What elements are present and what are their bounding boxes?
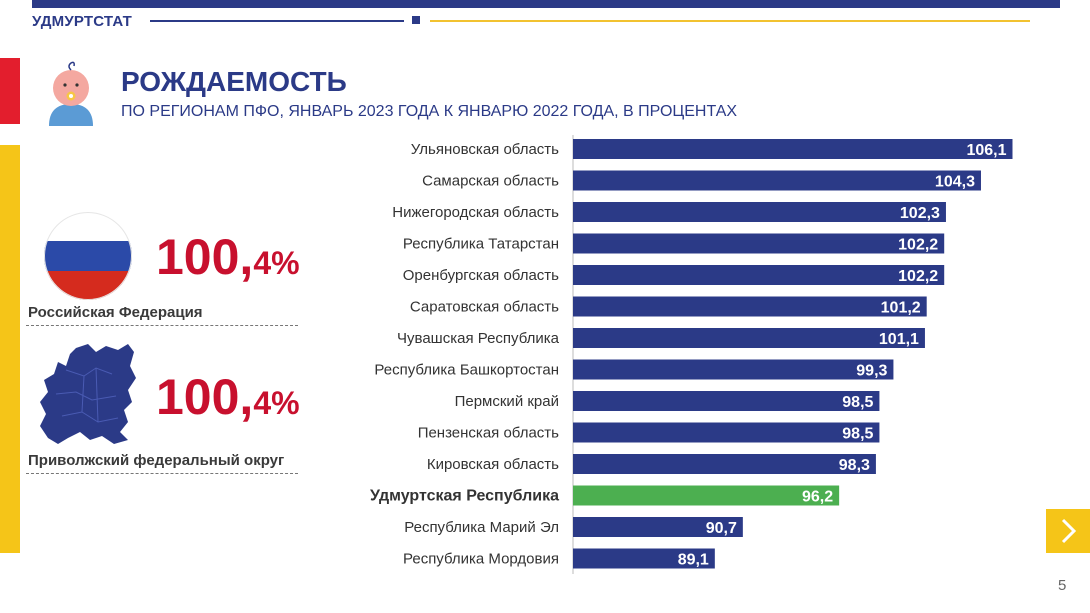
top-band [32,0,1060,8]
value-label: 89,1 [678,552,709,569]
category-label: Кировская область [427,456,559,473]
value-label: 106,1 [966,142,1006,159]
bar [573,233,945,254]
bar [573,391,880,411]
header-line-blue [150,20,404,22]
category-label: Республика Татарстан [403,236,559,253]
org-name: УДМУРТСТАТ [32,13,132,30]
rf-birth-rate-value: 100,4% [156,232,300,282]
value-label: 104,3 [935,174,975,191]
bar [573,454,876,474]
category-label: Чувашская Республика [397,330,560,347]
bar [573,170,981,191]
bar [573,517,743,537]
value-label: 101,1 [879,331,919,348]
value-label: 98,5 [842,394,873,411]
value-label: 96,2 [802,489,833,506]
bar [573,359,894,380]
header-square [412,16,420,24]
category-label: Удмуртская Республика [370,488,559,505]
pfo-divider [26,473,298,474]
pfo-value-dec: 4% [253,385,300,421]
rf-value-dec: 4% [253,245,300,281]
value-label: 102,3 [900,205,940,222]
yellow-side-tab [0,145,20,553]
rf-value-int: 100, [156,229,254,285]
category-label: Республика Мордовия [403,551,559,568]
page-subtitle: ПО РЕГИОНАМ ПФО, ЯНВАРЬ 2023 ГОДА К ЯНВА… [121,103,738,120]
value-label: 90,7 [706,520,737,537]
category-label: Самарская область [422,173,559,190]
bar [573,139,1013,159]
value-label: 101,2 [881,300,921,317]
category-label: Пермский край [455,393,559,410]
bar [573,202,946,222]
pfo-value-int: 100, [156,369,254,425]
category-label: Нижегородская область [392,204,559,221]
header-line-yellow [430,20,1030,22]
bar [573,328,925,348]
rf-caption: Российская Федерация [28,304,203,321]
page-number: 5 [1058,577,1067,594]
baby-icon [49,61,93,126]
pfo-caption: Приволжский федеральный округ [28,452,285,469]
russia-flag-icon [44,212,132,300]
chevron-right-icon [1061,518,1077,544]
bar [573,485,840,506]
category-label: Республика Марий Эл [404,519,559,536]
value-label: 98,3 [839,457,870,474]
category-label: Республика Башкортостан [374,362,559,379]
category-label: Ульяновская область [411,141,559,158]
category-label: Пензенская область [418,425,559,442]
rf-divider [26,325,298,326]
bar [573,296,927,317]
value-label: 98,5 [842,426,873,443]
category-label: Саратовская область [410,299,559,316]
next-slide-button[interactable] [1046,509,1090,553]
bar [573,265,945,285]
value-label: 102,2 [898,268,938,285]
value-label: 102,2 [898,237,938,254]
bar [573,422,880,443]
bar [573,548,715,569]
category-label: Оренбургская область [403,267,559,284]
value-label: 99,3 [856,363,887,380]
pfo-birth-rate-value: 100,4% [156,372,300,422]
red-side-tab [0,58,20,124]
pfo-map-icon [40,344,136,444]
page-title: РОЖДАЕМОСТЬ [121,66,347,97]
